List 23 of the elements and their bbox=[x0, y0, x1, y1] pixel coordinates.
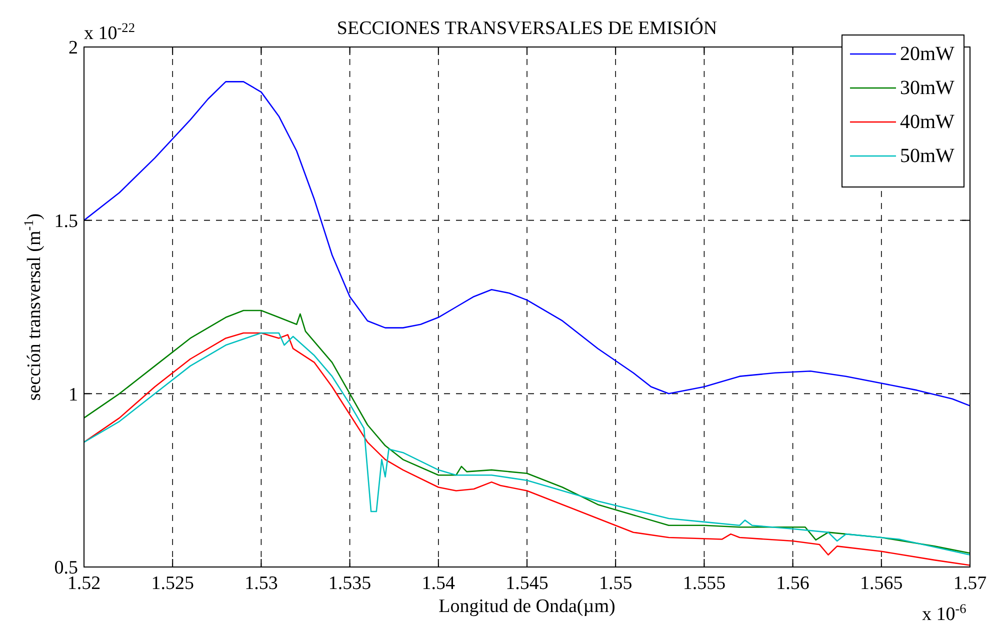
x-tick-label: 1.52 bbox=[67, 573, 101, 594]
legend-label: 20mW bbox=[900, 43, 955, 65]
chart-title: SECCIONES TRANSVERSALES DE EMISIÓN bbox=[336, 17, 718, 39]
line-series bbox=[84, 81, 970, 406]
y-tick-label: 1 bbox=[68, 384, 78, 406]
x-tick-label: 1.57 bbox=[953, 573, 987, 594]
y-tick-label: 1.5 bbox=[54, 210, 78, 232]
x-tick-label: 1.545 bbox=[506, 573, 548, 594]
legend-label: 40mW bbox=[900, 111, 955, 133]
x-tick-label: 1.535 bbox=[328, 573, 372, 594]
legend-label: 50mW bbox=[900, 145, 955, 167]
text: x 10$^{-6}$ bbox=[922, 600, 967, 625]
x-tick-label: 1.55 bbox=[598, 573, 632, 594]
x-tick-label: 1.53 bbox=[244, 573, 278, 594]
y-tick-label: 2 bbox=[68, 38, 78, 59]
text: x 10$^{-22}$ bbox=[84, 20, 135, 44]
x-tick-label: 1.555 bbox=[682, 573, 726, 594]
x-axis-title: Longitud de Onda(µm) bbox=[438, 596, 616, 617]
legend-label: 30mW bbox=[900, 77, 955, 99]
x-tick-label: 1.54 bbox=[422, 573, 456, 594]
x-tick-label: 1.565 bbox=[860, 573, 903, 594]
x-tick-label: 1.525 bbox=[151, 573, 194, 594]
x-tick-label: 1.56 bbox=[776, 573, 810, 594]
